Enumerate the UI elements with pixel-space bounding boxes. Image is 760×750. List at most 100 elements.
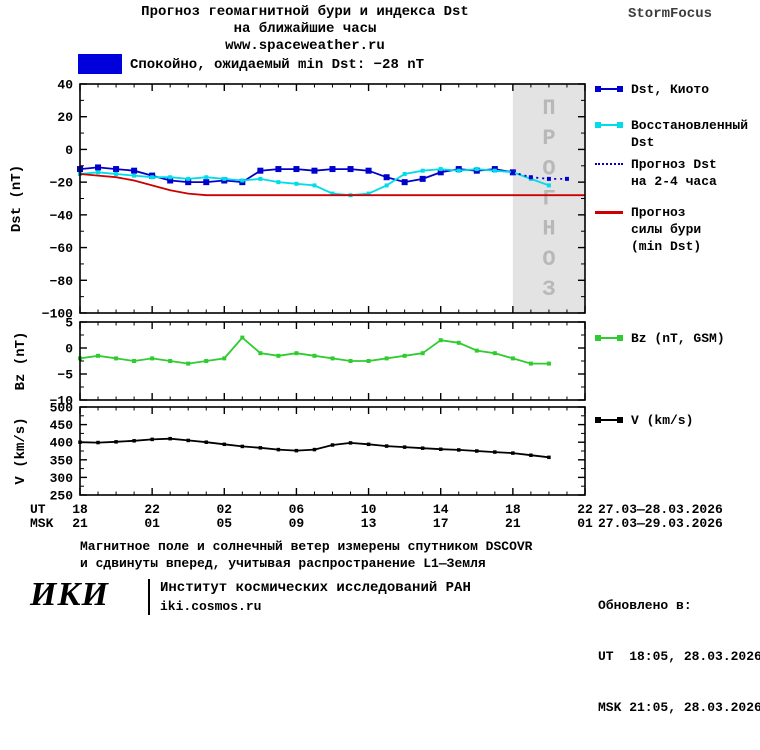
series-marker — [456, 168, 461, 173]
legend-dst-kyoto: Dst, Киото — [595, 82, 709, 99]
legend-marker — [595, 417, 601, 423]
series-marker — [420, 446, 425, 450]
series-marker — [474, 348, 479, 353]
series-marker — [293, 166, 300, 173]
series-marker — [276, 180, 281, 185]
x-tick-label: 21 — [505, 516, 521, 531]
updated-msk: MSK 21:05, 28.03.2026 — [598, 700, 760, 715]
y-tick-label: −20 — [50, 176, 74, 191]
logo-divider — [148, 579, 150, 615]
series-marker — [257, 167, 264, 174]
forecast-band-letter: П — [542, 96, 555, 121]
y-tick-label: 40 — [57, 78, 73, 93]
x-tick-label: 18 — [505, 502, 521, 517]
series-marker — [204, 440, 208, 444]
series-marker — [402, 353, 407, 358]
institute-name: Институт космических исследований РАН — [160, 580, 471, 596]
legend-marker — [617, 122, 623, 128]
series-marker — [240, 178, 245, 183]
series-marker — [474, 167, 479, 172]
series-marker — [113, 166, 120, 173]
forecast-band — [512, 84, 585, 313]
series-marker — [203, 179, 210, 186]
series-marker — [222, 356, 227, 361]
footer-note-line-1: Магнитное поле и солнечный ветер измерен… — [80, 539, 533, 554]
series-marker — [131, 167, 138, 174]
x-tick-label: 05 — [216, 516, 232, 531]
y-axis-title: Dst (nT) — [9, 165, 25, 232]
brand-label: StormFocus — [628, 6, 713, 22]
series-marker — [168, 175, 173, 180]
series-marker — [222, 176, 227, 181]
legend-sample-bz — [595, 332, 623, 345]
series-marker — [150, 437, 154, 442]
series-marker — [347, 166, 354, 173]
axis-date-range: 27.03—29.03.2026 — [598, 516, 723, 531]
updated-ut: UT 18:05, 28.03.2026 — [598, 649, 760, 664]
series-marker — [222, 442, 227, 447]
x-tick-label: 14 — [433, 502, 449, 517]
series-marker — [546, 361, 551, 366]
series-marker — [475, 449, 479, 453]
y-tick-label: −5 — [57, 368, 73, 383]
series-marker — [528, 175, 533, 180]
series-marker — [529, 453, 533, 457]
legend-bz: Bz (nT, GSM) — [595, 331, 725, 348]
series-marker — [546, 176, 551, 181]
legend-marker — [595, 86, 601, 92]
series-marker — [258, 446, 263, 450]
legend-marker — [617, 417, 623, 423]
series-marker — [547, 455, 551, 460]
legend-label-dst-kyoto: Dst, Киото — [631, 82, 710, 97]
series-marker — [510, 170, 515, 175]
y-tick-label: −100 — [42, 307, 73, 322]
forecast-band-letter: Р — [542, 126, 555, 151]
series-marker — [95, 164, 102, 171]
legend-label-v: V (km/s) — [631, 413, 694, 428]
series-marker — [366, 359, 371, 363]
series-marker — [510, 356, 515, 361]
series-marker — [132, 359, 137, 363]
y-axis-title: Bz (nT) — [13, 332, 29, 391]
series-marker — [348, 359, 353, 363]
x-tick-label: 09 — [289, 516, 305, 531]
legend-forecast-dst: Прогноз Dst на 2-4 часа — [595, 157, 717, 191]
y-tick-label: −80 — [50, 274, 74, 289]
series-marker — [186, 361, 191, 366]
series-marker — [420, 168, 425, 173]
series-marker — [401, 179, 408, 186]
series-marker — [312, 353, 317, 358]
series-marker — [275, 166, 282, 173]
y-tick-label: 0 — [65, 143, 73, 158]
series-marker — [167, 177, 174, 184]
series-marker — [511, 451, 515, 455]
stormfocus-forecast-page: П Р О Г Н О З 40 20 0 −20 −40 −60 −80 −100 Dst (nT) 5 0 −5… — [9, 4, 760, 715]
forecast-band-letter: О — [542, 156, 555, 181]
site-url: www.spaceweather.ru — [225, 38, 385, 54]
legend-restored-dst: Восстановленный Dst — [595, 118, 748, 152]
x-tick-label: 22 — [144, 502, 160, 517]
legend-sample-dst-kyoto — [595, 83, 623, 96]
x-tick-label: 17 — [433, 516, 449, 531]
series-marker — [564, 176, 569, 181]
y-tick-label: −10 — [50, 394, 74, 409]
x-tick-label: 01 — [144, 516, 160, 531]
legend-line — [595, 211, 623, 214]
series-marker — [150, 356, 155, 361]
series-marker — [258, 351, 263, 356]
series-marker — [204, 359, 209, 363]
series-marker — [132, 173, 137, 178]
series-marker — [114, 356, 119, 361]
panel-border — [79, 406, 586, 496]
legend-storm-forecast: Прогноз силы бури (min Dst) — [595, 205, 701, 256]
series-marker — [366, 442, 371, 447]
title-line-2: на ближайшие часы — [233, 21, 377, 37]
y-tick-label: 500 — [50, 401, 74, 416]
legend-marker — [595, 122, 601, 128]
status-color-box — [78, 54, 122, 74]
legend-line — [595, 124, 623, 126]
legend-label-forecast: Прогноз Dst на 2-4 часа — [631, 157, 717, 189]
legend-marker — [617, 86, 623, 92]
series-marker — [330, 191, 335, 196]
